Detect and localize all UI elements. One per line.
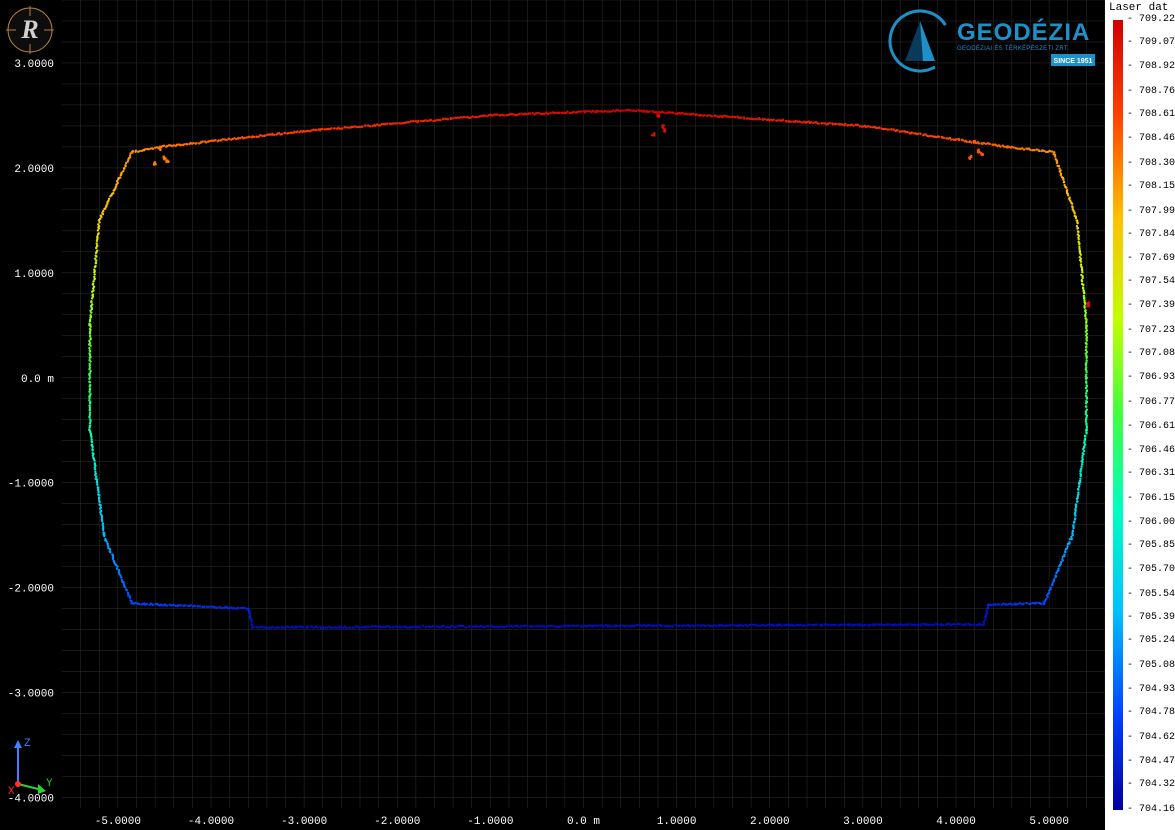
axis-z-label: Z (24, 738, 31, 750)
legend-tick: 706.31 (1127, 468, 1175, 479)
svg-text:0.0 m: 0.0 m (21, 374, 54, 386)
legend-tick: 706.46 (1127, 445, 1175, 456)
viewport[interactable]: -5.0000 -4.0000 -3.0000 -2.0000 -1.0000 0.0 m… (0, 0, 1175, 830)
legend-tick: 708.61 (1127, 109, 1175, 120)
svg-text:-1.0000: -1.0000 (8, 479, 54, 491)
legend-title: Laser dat (1109, 2, 1168, 14)
svg-text:5.0000: 5.0000 (1029, 816, 1069, 828)
legend-tick: 709.07 (1127, 37, 1175, 48)
legend-tick: 706.15 (1127, 493, 1175, 504)
app-icon-letter: R (20, 15, 38, 44)
legend-tick: 704.78 (1127, 707, 1175, 718)
legend-tick: 708.76 (1127, 86, 1175, 97)
legend-tick: 704.32 (1127, 779, 1175, 790)
legend-tick: 705.39 (1127, 612, 1175, 623)
axis-gizmo: Z Y X (8, 734, 68, 794)
axis-x-label: X (8, 786, 15, 794)
legend-tick: 709.22 (1127, 14, 1175, 25)
svg-text:1.0000: 1.0000 (14, 269, 54, 281)
svg-text:-3.0000: -3.0000 (281, 816, 327, 828)
legend-tick: 704.47 (1127, 756, 1175, 767)
svg-text:2.0000: 2.0000 (750, 816, 790, 828)
legend-tick: 705.70 (1127, 564, 1175, 575)
legend-tick: 706.00 (1127, 517, 1175, 528)
axis-y-label: Y (46, 778, 53, 790)
svg-text:1.0000: 1.0000 (657, 816, 697, 828)
legend-tick: 707.23 (1127, 325, 1175, 336)
svg-text:4.0000: 4.0000 (936, 816, 976, 828)
legend-tick: 705.85 (1127, 540, 1175, 551)
legend-tick: 708.30 (1127, 158, 1175, 169)
company-logo: GEODÉZIA GEODÉZIAI ÉS TÉRKÉPÉSZETI ZRT. … (885, 6, 1095, 76)
legend-tick: 708.46 (1127, 133, 1175, 144)
legend-tick: 704.93 (1127, 684, 1175, 695)
svg-text:-2.0000: -2.0000 (8, 584, 54, 596)
legend-tick: 707.69 (1127, 253, 1175, 264)
legend-ticks: 709.22709.07708.92708.76708.61708.46708.… (1127, 20, 1175, 810)
legend-tick: 705.08 (1127, 660, 1175, 671)
legend-tick: 707.54 (1127, 276, 1175, 287)
legend-tick: 705.24 (1127, 635, 1175, 646)
legend-tick: 706.93 (1127, 372, 1175, 383)
svg-text:-4.0000: -4.0000 (8, 794, 54, 806)
legend-tick: 705.54 (1127, 589, 1175, 600)
svg-text:-2.0000: -2.0000 (374, 816, 420, 828)
legend-tick: 704.16 (1127, 804, 1175, 815)
plot-canvas[interactable]: -5.0000 -4.0000 -3.0000 -2.0000 -1.0000 0.0 m… (0, 0, 1175, 830)
legend-tick: 708.15 (1127, 181, 1175, 192)
legend-tick: 707.08 (1127, 348, 1175, 359)
logo-text-sub: GEODÉZIAI ÉS TÉRKÉPÉSZETI ZRT. (957, 45, 1069, 52)
legend-tick: 707.99 (1127, 206, 1175, 217)
svg-text:3.0000: 3.0000 (843, 816, 883, 828)
svg-text:2.0000: 2.0000 (14, 164, 54, 176)
color-legend: Laser dat 709.22 709.07 708.92 708.76 708.61… (1105, 0, 1175, 830)
app-icon: R (6, 6, 54, 54)
logo-badge-text: SINCE 1951 (1054, 58, 1093, 65)
svg-text:-3.0000: -3.0000 (8, 689, 54, 701)
svg-text:-5.0000: -5.0000 (95, 816, 141, 828)
svg-text:3.0000: 3.0000 (14, 59, 54, 71)
logo-text-main: GEODÉZIA (957, 18, 1090, 46)
legend-tick: 706.77 (1127, 397, 1175, 408)
legend-tick: 707.39 (1127, 300, 1175, 311)
svg-text:-4.0000: -4.0000 (188, 816, 234, 828)
svg-text:0.0 m: 0.0 m (567, 816, 600, 828)
legend-tick: 704.62 (1127, 732, 1175, 743)
svg-text:-1.0000: -1.0000 (467, 816, 513, 828)
legend-tick: 706.61 (1127, 421, 1175, 432)
legend-colorbar (1113, 20, 1123, 810)
legend-tick: 707.84 (1127, 229, 1175, 240)
legend-tick: 708.92 (1127, 61, 1175, 72)
